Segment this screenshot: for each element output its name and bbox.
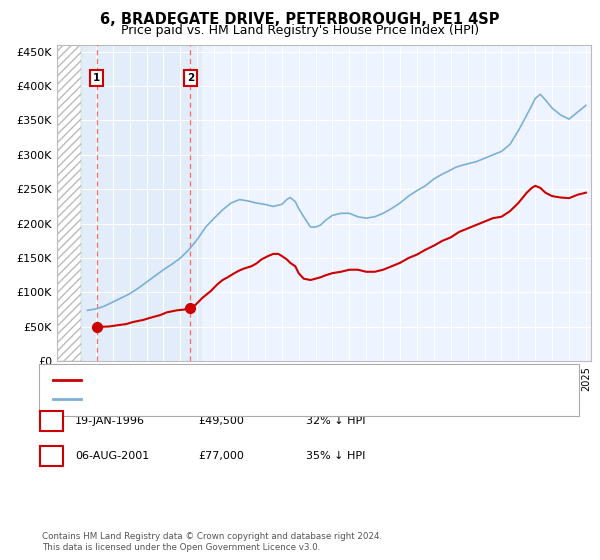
Text: 6, BRADEGATE DRIVE, PETERBOROUGH, PE1 4SP (detached house): 6, BRADEGATE DRIVE, PETERBOROUGH, PE1 4S… bbox=[87, 375, 453, 385]
Text: £49,500: £49,500 bbox=[198, 416, 244, 426]
Text: 2: 2 bbox=[187, 73, 194, 83]
Text: 6, BRADEGATE DRIVE, PETERBOROUGH, PE1 4SP: 6, BRADEGATE DRIVE, PETERBOROUGH, PE1 4S… bbox=[100, 12, 500, 27]
Text: 19-JAN-1996: 19-JAN-1996 bbox=[75, 416, 145, 426]
Text: Price paid vs. HM Land Registry's House Price Index (HPI): Price paid vs. HM Land Registry's House … bbox=[121, 24, 479, 37]
Bar bbox=[80, 45, 202, 361]
Text: 35% ↓ HPI: 35% ↓ HPI bbox=[306, 451, 365, 461]
Text: 2: 2 bbox=[48, 451, 55, 461]
Text: 1: 1 bbox=[93, 73, 100, 83]
Bar bbox=[57, 45, 80, 361]
Text: 1: 1 bbox=[48, 416, 55, 426]
Text: 32% ↓ HPI: 32% ↓ HPI bbox=[306, 416, 365, 426]
Bar bbox=[57, 45, 80, 361]
Text: HPI: Average price, detached house, City of Peterborough: HPI: Average price, detached house, City… bbox=[87, 394, 403, 404]
Text: £77,000: £77,000 bbox=[198, 451, 244, 461]
Text: 06-AUG-2001: 06-AUG-2001 bbox=[75, 451, 149, 461]
Text: Contains HM Land Registry data © Crown copyright and database right 2024.
This d: Contains HM Land Registry data © Crown c… bbox=[42, 532, 382, 552]
